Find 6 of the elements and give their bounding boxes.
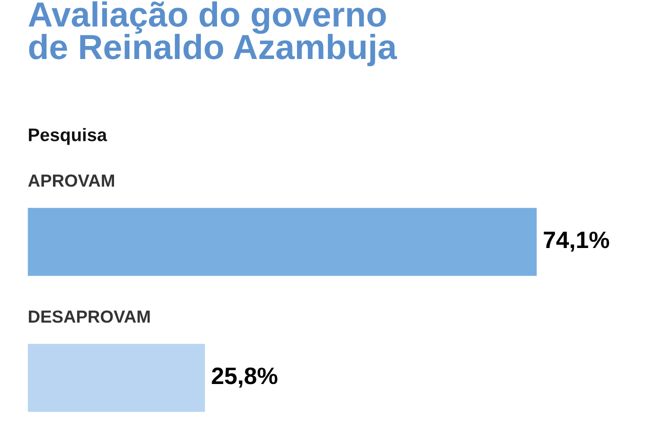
chart-title: Avaliação do governo de Reinaldo Azambuja [28,1,398,66]
y-tick-label: APROVAM [28,174,114,187]
data-label: 25,8% [212,368,278,388]
y-tick-label: DESAPROVAM [28,310,150,323]
chart-subtitle: Pesquisa [28,128,108,145]
data-label: 74,1% [544,232,610,252]
